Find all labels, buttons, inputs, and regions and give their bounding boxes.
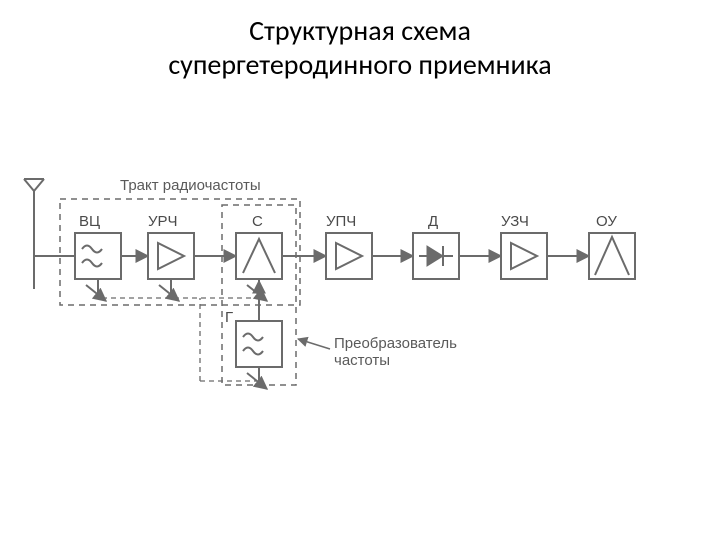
antenna-icon [24,179,44,289]
label-s: С [252,213,263,230]
block-s [236,233,282,279]
block-d [413,233,459,279]
label-uzch: УЗЧ [501,213,529,230]
block-diagram: ВЦ УРЧ С Г УПЧ Д УЗЧ ОУ Тракт радиочасто… [0,121,720,521]
title-line-1: Структурная схема [249,13,471,48]
block-vc [75,233,121,279]
block-g [236,321,282,367]
label-urch: УРЧ [148,213,178,230]
title-line-2: супергетеродинного приемника [168,47,551,82]
pointer-freq-conv [298,339,330,349]
block-uzch [501,233,547,279]
label-upch: УПЧ [326,213,356,230]
label-freq-converter: Преобразовательчастоты [334,335,457,370]
block-ou [589,233,635,279]
block-upch [326,233,372,279]
block-urch [148,233,194,279]
label-ou: ОУ [596,213,617,230]
ganged-tuning-line [98,293,259,298]
label-d: Д [428,213,438,230]
label-vc: ВЦ [79,213,100,230]
label-rf-path: Тракт радиочастоты [120,177,261,194]
diagram-svg [0,121,720,521]
label-g: Г [225,309,233,326]
